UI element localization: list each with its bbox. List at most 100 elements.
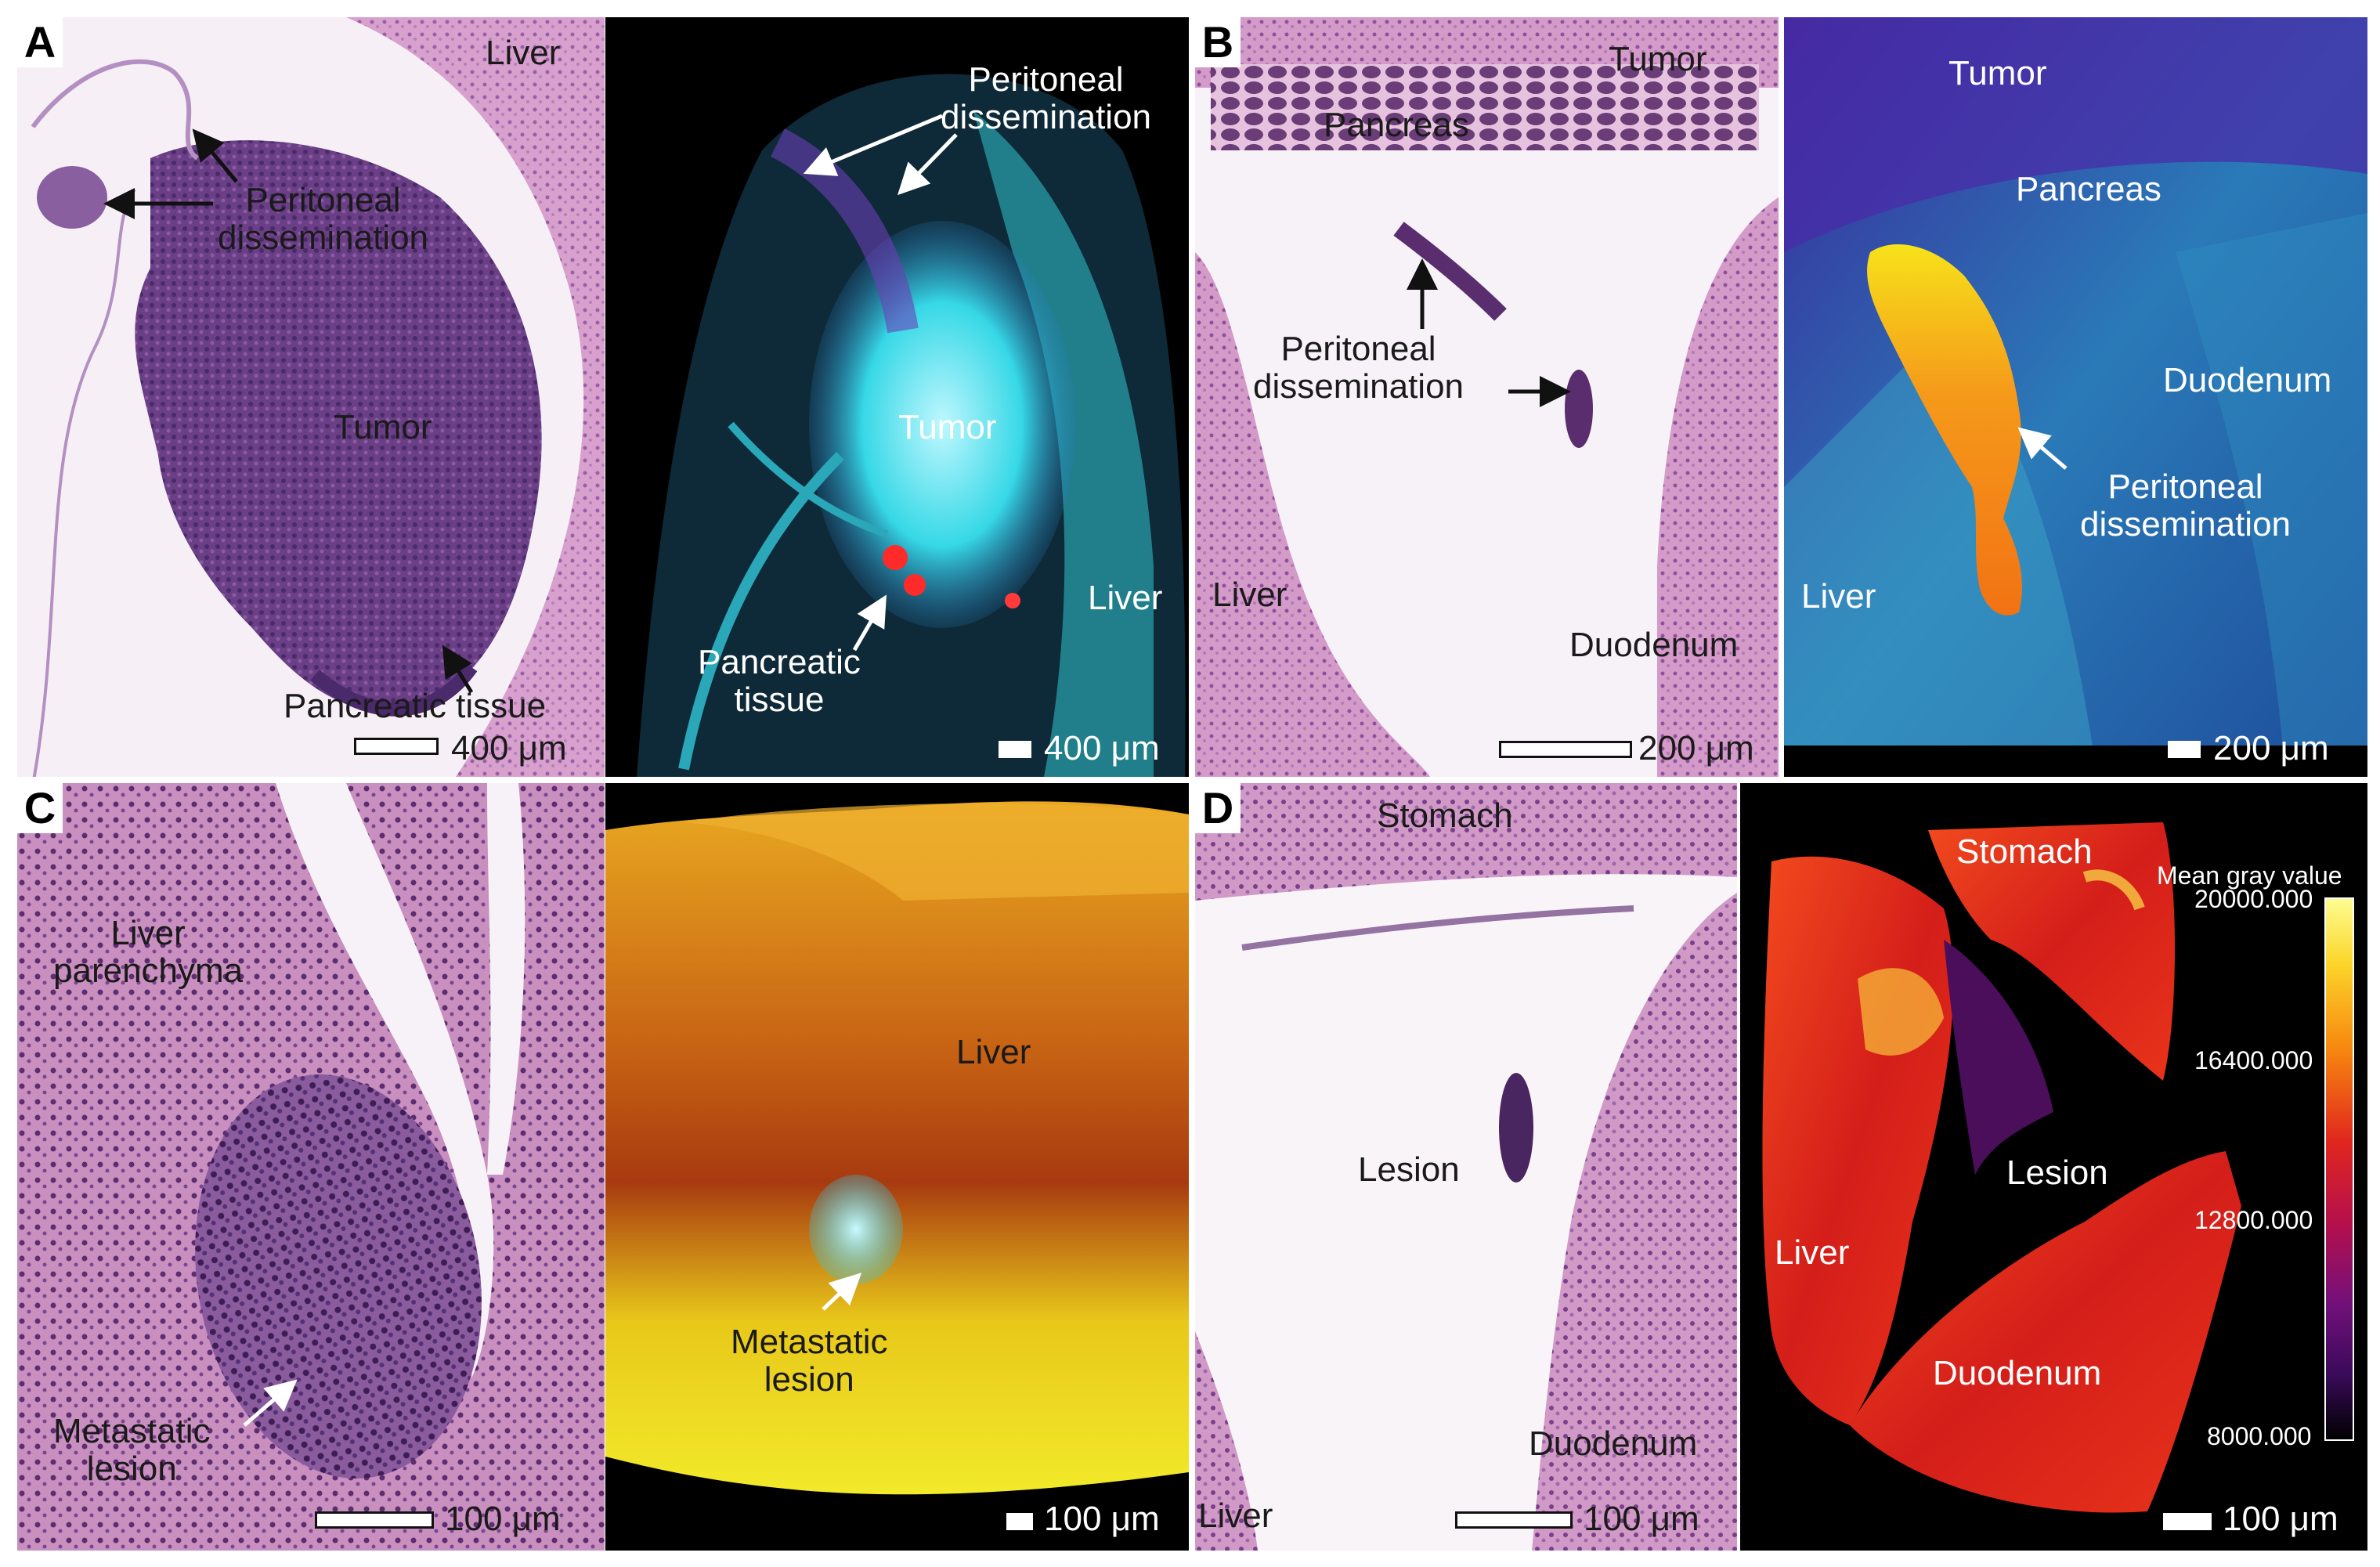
- he-tissue-image-a: [17, 17, 605, 777]
- arrow-peritoneal-2: [897, 133, 958, 196]
- panel-c-render: Liver Metastatic lesion 100 μm: [605, 783, 1189, 1551]
- he-tissue-image-c: [17, 783, 605, 1551]
- panel-letter-a: A: [17, 17, 63, 67]
- label-line-1: Peritoneal: [1280, 330, 1436, 368]
- panel-d-render: Stomach Lesion Liver Duodenum Mean gray …: [1740, 783, 2367, 1551]
- arrow-metastatic: [243, 1379, 298, 1427]
- label-peritoneal-dissemination: Peritoneal dissemination: [218, 182, 428, 256]
- scale-bar-label: 100 μm: [1584, 1500, 1699, 1538]
- scale-bar-label: 200 μm: [1638, 729, 1754, 767]
- label-line-2: parenchyma: [53, 951, 244, 990]
- scale-bar: [2168, 741, 2201, 758]
- label-line-2: lesion: [86, 1449, 177, 1488]
- label-tumor: Tumor: [898, 408, 997, 446]
- label-tumor: Tumor: [334, 408, 432, 446]
- arrows-overlay: [2017, 427, 2068, 470]
- label-line-2: tissue: [734, 680, 825, 719]
- label-line-2: dissemination: [941, 97, 1152, 136]
- label-line-2: dissemination: [1253, 366, 1464, 406]
- label-liver-parenchyma: Liver parenchyma: [53, 915, 243, 989]
- arrow-peritoneal: [2017, 427, 2068, 470]
- label-line-1: Peritoneal: [2107, 468, 2263, 506]
- label-peritoneal-dissemination: Peritoneal dissemination: [941, 61, 1151, 135]
- scale-bar-label: 100 μm: [445, 1500, 561, 1538]
- colorbar-tick: 20000.000: [2194, 885, 2313, 913]
- arrow-pancreatic: [852, 594, 887, 652]
- panel-letter-c: C: [17, 783, 63, 833]
- scale-bar: [999, 741, 1031, 758]
- panel-a-render: Peritoneal dissemination Tumor Liver Pan…: [605, 17, 1189, 777]
- scale-bar-label: 400 μm: [451, 729, 567, 767]
- arrows-overlay: [803, 114, 958, 652]
- arrows-overlay: [103, 128, 474, 694]
- arrows-overlay: [822, 1273, 862, 1311]
- label-line-2: dissemination: [218, 218, 429, 257]
- he-tissue-image-b: [1195, 17, 1779, 777]
- label-liver: Liver: [956, 1033, 1031, 1071]
- panel-c-he: Liver parenchyma Metastatic lesion 100 μ…: [17, 783, 605, 1551]
- label-stomach: Stomach: [1377, 796, 1513, 835]
- label-pancreas: Pancreas: [2016, 170, 2162, 208]
- scale-bar: [354, 738, 439, 755]
- label-pancreas: Pancreas: [1324, 106, 1469, 144]
- label-duodenum: Duodenum: [1569, 626, 1739, 664]
- label-liver: Liver: [1775, 1233, 1850, 1272]
- label-liver: Liver: [486, 34, 561, 72]
- scale-bar-label: 100 μm: [1044, 1500, 1160, 1538]
- label-tumor: Tumor: [1609, 40, 1707, 78]
- label-line-2: dissemination: [2080, 504, 2292, 543]
- label-duodenum: Duodenum: [1529, 1424, 1698, 1463]
- arrow-peritoneal-1: [192, 128, 238, 183]
- 3d-render-image-c: [605, 801, 1189, 1495]
- 3d-render-image-a: [637, 74, 1186, 777]
- arrow-pancreatic: [442, 644, 474, 694]
- label-line-2: lesion: [764, 1359, 854, 1399]
- 3d-render-image-b: [1784, 17, 2367, 777]
- scale-bar: [1006, 1513, 1033, 1530]
- panel-letter-b: B: [1195, 17, 1241, 67]
- colorbar-title: Mean gray value: [2157, 861, 2342, 890]
- arrows-overlay: [243, 1379, 298, 1427]
- colorbar-tick: 12800.000: [2194, 1206, 2313, 1234]
- label-pancreatic-tissue: Pancreatic tissue: [698, 644, 861, 718]
- label-line-1: Liver: [110, 914, 186, 952]
- label-metastatic-lesion: Metastatic lesion: [731, 1323, 888, 1398]
- label-metastatic-lesion: Metastatic lesion: [53, 1413, 211, 1487]
- label-liver: Liver: [1198, 1497, 1273, 1535]
- label-liver: Liver: [1088, 579, 1163, 617]
- 3d-render-image-d: [1762, 822, 2241, 1513]
- label-line-1: Peritoneal: [968, 60, 1124, 99]
- label-peritoneal-dissemination: Peritoneal dissemination: [1253, 330, 1464, 405]
- label-peritoneal-dissemination: Peritoneal dissemination: [2080, 468, 2291, 543]
- scale-bar: [315, 1511, 434, 1529]
- colorbar-tick: 8000.000: [2207, 1422, 2312, 1450]
- label-line-1: Metastatic: [731, 1323, 888, 1361]
- label-duodenum: Duodenum: [2163, 361, 2332, 399]
- arrow-metastatic: [822, 1273, 862, 1311]
- scale-bar: [1455, 1511, 1573, 1529]
- he-tissue-image-d: [1195, 783, 1737, 1551]
- scale-bar-label: 400 μm: [1044, 729, 1160, 767]
- colorbar-tick: 16400.000: [2194, 1046, 2313, 1074]
- label-liver: Liver: [1801, 577, 1876, 616]
- label-line-1: Pancreatic: [698, 643, 861, 681]
- label-lesion: Lesion: [2006, 1154, 2108, 1192]
- panel-b-he: Tumor Pancreas Peritoneal dissemination …: [1195, 17, 1779, 777]
- panel-b-render: Tumor Pancreas Duodenum Peritoneal disse…: [1784, 17, 2367, 777]
- scale-bar-label: 200 μm: [2213, 729, 2329, 767]
- scale-bar-label: 100 μm: [2223, 1500, 2338, 1538]
- label-duodenum: Duodenum: [1933, 1354, 2102, 1392]
- colorbar: [2324, 897, 2354, 1441]
- arrow-peritoneal-1: [803, 114, 943, 176]
- label-line-1: Metastatic: [53, 1412, 211, 1450]
- panel-d-he: Stomach Lesion Duodenum Liver 100 μm: [1195, 783, 1737, 1551]
- label-stomach: Stomach: [1956, 832, 2093, 871]
- label-tumor: Tumor: [1948, 54, 2047, 92]
- label-liver: Liver: [1212, 576, 1288, 614]
- label-pancreatic-tissue: Pancreatic tissue: [284, 687, 547, 725]
- panel-letter-d: D: [1195, 783, 1241, 833]
- label-lesion: Lesion: [1358, 1150, 1460, 1189]
- label-line-1: Peritoneal: [245, 181, 401, 219]
- scale-bar: [1499, 741, 1632, 758]
- arrows-overlay: [1407, 258, 1571, 407]
